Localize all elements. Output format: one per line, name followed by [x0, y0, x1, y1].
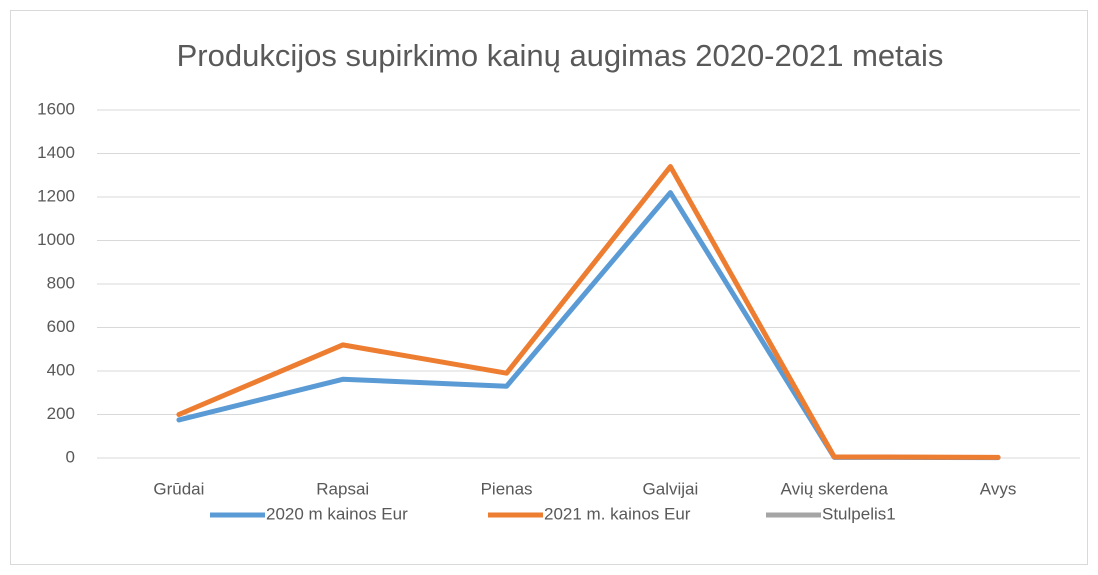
chart-border: [10, 10, 1088, 565]
y-tick-label: 0: [66, 447, 75, 466]
x-tick-label: Avių skerdena: [781, 479, 889, 498]
y-tick-label: 1200: [37, 186, 75, 205]
x-tick-label: Avys: [980, 479, 1017, 498]
y-tick-label: 1600: [37, 99, 75, 118]
y-tick-label: 600: [47, 317, 75, 336]
x-tick-label: Pienas: [481, 479, 533, 498]
y-tick-label: 400: [47, 360, 75, 379]
y-tick-label: 800: [47, 273, 75, 292]
y-tick-label: 200: [47, 404, 75, 423]
x-tick-label: Rapsai: [316, 479, 369, 498]
series-line: [176, 164, 1001, 460]
legend-label: Stulpelis1: [822, 504, 896, 523]
y-tick-label: 1400: [37, 143, 75, 162]
y-tick-label: 1000: [37, 230, 75, 249]
legend-label: 2021 m. kainos Eur: [544, 504, 691, 523]
legend-label: 2020 m kainos Eur: [266, 504, 408, 523]
x-tick-label: Galvijai: [643, 479, 699, 498]
chart-title: Produkcijos supirkimo kainų augimas 2020…: [177, 38, 944, 73]
x-tick-label: Grūdai: [153, 479, 204, 498]
